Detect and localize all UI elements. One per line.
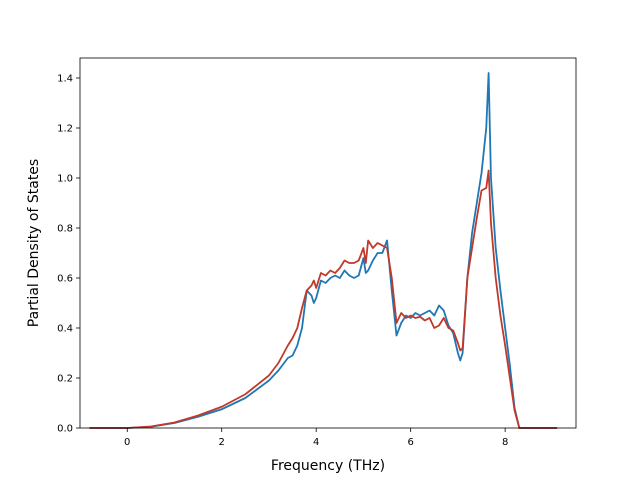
y-tick-label: 0.8 — [57, 224, 73, 235]
plot-area-frame — [79, 57, 577, 429]
series-line-2 — [89, 169, 558, 429]
series-layer — [89, 72, 558, 429]
y-tick-label: 0.0 — [57, 424, 73, 435]
y-tick-label: 1.2 — [57, 124, 73, 135]
y-tick-label: 0.6 — [57, 274, 73, 285]
y-tick-label: 0.4 — [57, 324, 73, 335]
x-tick-label: 8 — [502, 437, 508, 448]
x-axis-label: Frequency (THz) — [271, 458, 385, 474]
x-tick-label: 6 — [407, 437, 413, 448]
y-tick-label: 1.0 — [57, 174, 73, 185]
series-line-1 — [89, 72, 558, 429]
y-axis-label: Partial Density of States — [26, 159, 42, 327]
y-tick-label: 1.4 — [57, 74, 73, 85]
y-tick-label: 0.2 — [57, 374, 73, 385]
ticks-layer: 0 2 4 6 8 0.0 0.2 0.4 0.6 0.8 1.0 1.2 1.4 — [57, 74, 508, 449]
x-tick-label: 2 — [219, 437, 225, 448]
x-tick-label: 4 — [313, 437, 319, 448]
x-tick-label: 0 — [124, 437, 130, 448]
